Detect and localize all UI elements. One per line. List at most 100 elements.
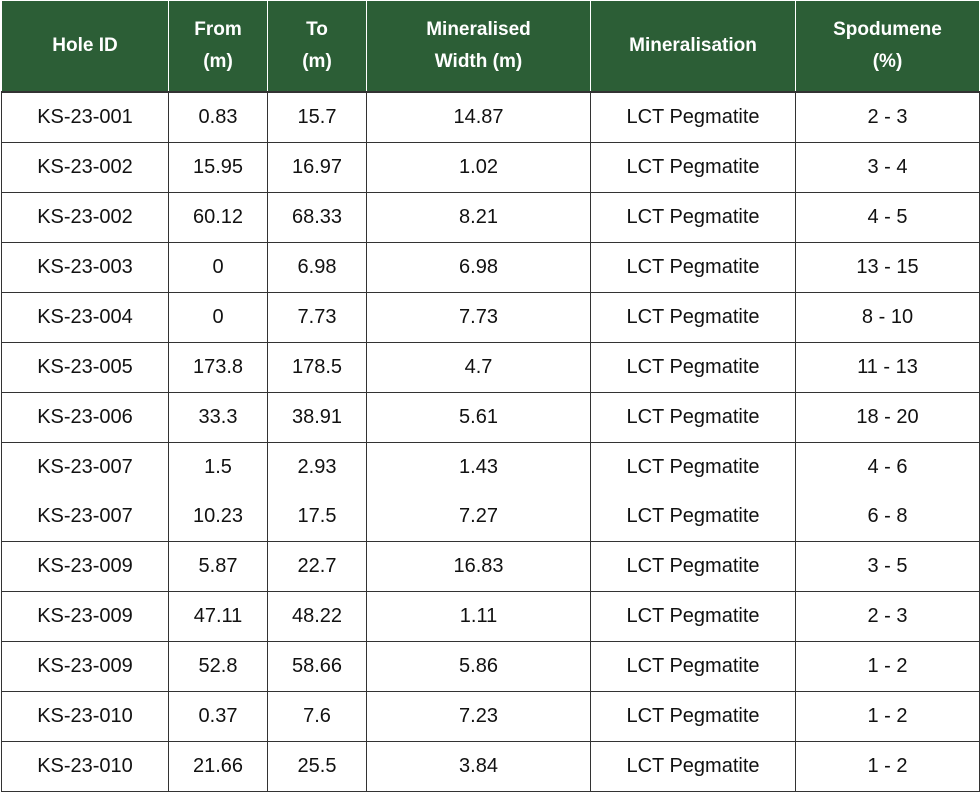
table-cell: 1 - 2 — [795, 691, 980, 742]
table-cell: 58.66 — [267, 641, 367, 692]
table-cell: 7.73 — [366, 292, 591, 343]
table-cell: 5.86 — [366, 641, 591, 692]
table-cell: KS-23-010 — [1, 741, 169, 792]
table-row: KS-23-002 60.12 68.33 8.21 LCT Pegmatite 4 - … — [1, 192, 980, 243]
header-cell: Mineralised Width (m) — [366, 0, 591, 93]
table-cell: 18 - 20 — [795, 392, 980, 443]
table-cell: 1 - 2 — [795, 641, 980, 692]
table-cell: LCT Pegmatite — [590, 91, 796, 143]
table-cell: 0 — [168, 242, 268, 293]
table-cell: 52.8 — [168, 641, 268, 692]
table-cell: LCT Pegmatite — [590, 392, 796, 443]
table-cell: LCT Pegmatite — [590, 142, 796, 193]
table-row: KS-23-006 33.3 38.91 5.61 LCT Pegmatite 18 - … — [1, 392, 980, 443]
table-cell: LCT Pegmatite — [590, 492, 796, 542]
table-cell: 0.37 — [168, 691, 268, 742]
header-cell: Spodumene (%) — [795, 0, 980, 93]
table-cell: KS-23-009 — [1, 541, 169, 592]
table-cell: 7.27 — [366, 492, 591, 542]
table-cell: KS-23-002 — [1, 142, 169, 193]
table-cell: 10.23 — [168, 492, 268, 542]
table-cell: 5.61 — [366, 392, 591, 443]
table-cell: 21.66 — [168, 741, 268, 792]
table-row: KS-23-007 10.23 17.5 7.27 LCT Pegmatite 6 - 8 — [1, 492, 980, 542]
table-cell: 68.33 — [267, 192, 367, 243]
table-cell: 4 - 6 — [795, 442, 980, 492]
table-cell: KS-23-009 — [1, 591, 169, 642]
table-cell: 0.83 — [168, 91, 268, 143]
table-cell: 15.95 — [168, 142, 268, 193]
table-cell: 1.02 — [366, 142, 591, 193]
table-cell: 8.21 — [366, 192, 591, 243]
table-row: KS-23-002 15.95 16.97 1.02 LCT Pegmatite 3 - … — [1, 142, 980, 193]
table-cell: 2.93 — [267, 442, 367, 492]
table-cell: 33.3 — [168, 392, 268, 443]
header-cell: Mineralisation — [590, 0, 796, 93]
table-cell: 3 - 5 — [795, 541, 980, 592]
table-cell: 47.11 — [168, 591, 268, 642]
table-cell: 6.98 — [267, 242, 367, 293]
table-cell: KS-23-006 — [1, 392, 169, 443]
table-cell: KS-23-007 — [1, 492, 169, 542]
table-cell: 0 — [168, 292, 268, 343]
table-cell: 15.7 — [267, 91, 367, 143]
table-cell: 22.7 — [267, 541, 367, 592]
table-row: KS-23-009 52.8 58.66 5.86 LCT Pegmatite 1 - 2 — [1, 641, 980, 692]
table-cell: LCT Pegmatite — [590, 591, 796, 642]
table-cell: LCT Pegmatite — [590, 691, 796, 742]
table-cell: 5.87 — [168, 541, 268, 592]
table-cell: 4.7 — [366, 342, 591, 393]
table-row: KS-23-009 5.87 22.7 16.83 LCT Pegmatite 3 - 5 — [1, 541, 980, 592]
table-cell: 1.5 — [168, 442, 268, 492]
table-row: KS-23-009 47.11 48.22 1.11 LCT Pegmatite 2 - … — [1, 591, 980, 642]
table-cell: LCT Pegmatite — [590, 242, 796, 293]
table-cell: 48.22 — [267, 591, 367, 642]
header-cell: To (m) — [267, 0, 367, 93]
table-cell: 7.6 — [267, 691, 367, 742]
table-cell: KS-23-010 — [1, 691, 169, 742]
header-cell: From (m) — [168, 0, 268, 93]
table-cell: LCT Pegmatite — [590, 541, 796, 592]
table-cell: LCT Pegmatite — [590, 442, 796, 492]
table-cell: 2 - 3 — [795, 91, 980, 143]
table-cell: 3.84 — [366, 741, 591, 792]
table-cell: 4 - 5 — [795, 192, 980, 243]
table-cell: LCT Pegmatite — [590, 192, 796, 243]
table-cell: KS-23-007 — [1, 442, 169, 492]
table-cell: 60.12 — [168, 192, 268, 243]
table-cell: 1.43 — [366, 442, 591, 492]
table-cell: 7.23 — [366, 691, 591, 742]
table-row: KS-23-005 173.8 178.5 4.7 LCT Pegmatite 11 - … — [1, 342, 980, 393]
table-cell: 14.87 — [366, 91, 591, 143]
table-cell: 173.8 — [168, 342, 268, 393]
header-row: Hole ID From (m) To (m) Mineralised Width (… — [1, 0, 980, 93]
table-cell: 17.5 — [267, 492, 367, 542]
table-cell: KS-23-005 — [1, 342, 169, 393]
table-row: KS-23-010 0.37 7.6 7.23 LCT Pegmatite 1 - 2 — [1, 691, 980, 742]
table-cell: 1.11 — [366, 591, 591, 642]
table-row: KS-23-004 0 7.73 7.73 LCT Pegmatite 8 - 10 — [1, 292, 980, 343]
table-cell: 6 - 8 — [795, 492, 980, 542]
table-cell: 38.91 — [267, 392, 367, 443]
table-row: KS-23-003 0 6.98 6.98 LCT Pegmatite 13 - 15 — [1, 242, 980, 293]
table-cell: LCT Pegmatite — [590, 741, 796, 792]
table-cell: KS-23-002 — [1, 192, 169, 243]
table-cell: 178.5 — [267, 342, 367, 393]
table-cell: KS-23-004 — [1, 292, 169, 343]
table-row: KS-23-010 21.66 25.5 3.84 LCT Pegmatite 1 - 2 — [1, 741, 980, 792]
table-cell: LCT Pegmatite — [590, 641, 796, 692]
table-cell: LCT Pegmatite — [590, 342, 796, 393]
table-cell: 3 - 4 — [795, 142, 980, 193]
table-cell: 16.83 — [366, 541, 591, 592]
table-cell: 25.5 — [267, 741, 367, 792]
table-cell: 8 - 10 — [795, 292, 980, 343]
table-row: KS-23-007 1.5 2.93 1.43 LCT Pegmatite 4 - 6 — [1, 442, 980, 492]
table-cell: KS-23-003 — [1, 242, 169, 293]
table-cell: 2 - 3 — [795, 591, 980, 642]
table-row: KS-23-001 0.83 15.7 14.87 LCT Pegmatite 2 - 3 — [1, 91, 980, 143]
table-cell: 11 - 13 — [795, 342, 980, 393]
table-cell: LCT Pegmatite — [590, 292, 796, 343]
header-cell: Hole ID — [1, 0, 169, 93]
